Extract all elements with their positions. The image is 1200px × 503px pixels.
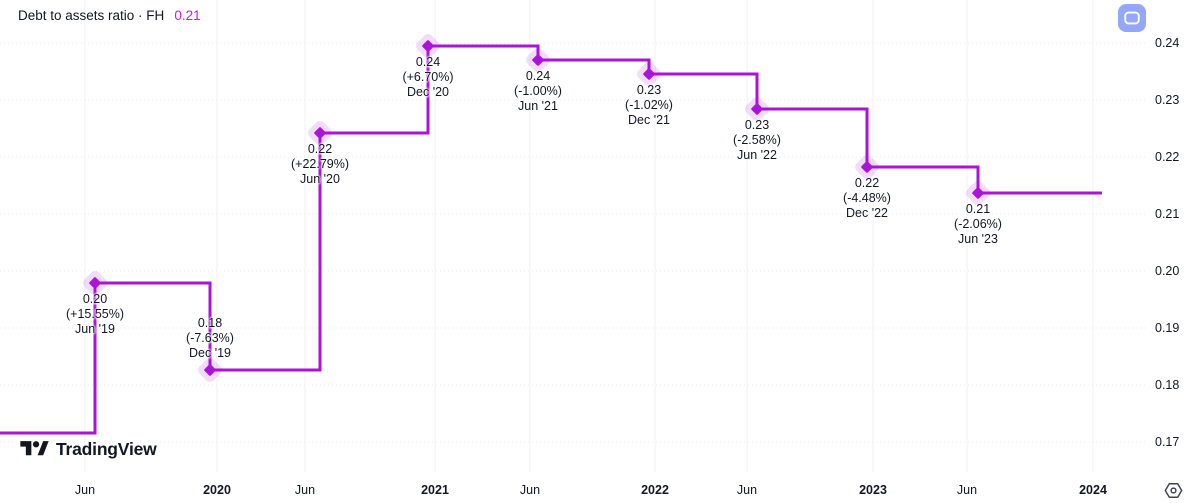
time-axis-label: 2023 bbox=[859, 483, 887, 497]
frame-snapshot-icon bbox=[1124, 11, 1140, 25]
time-axis-label: Jun bbox=[956, 483, 978, 497]
settings-nut-icon bbox=[1164, 482, 1182, 498]
tradingview-logo-text: TradingView bbox=[56, 438, 157, 459]
step-line bbox=[0, 44, 1102, 435]
marker-diamond bbox=[972, 187, 984, 199]
time-axis-label: 2020 bbox=[203, 483, 231, 497]
legend-title: Debt to assets ratio · FH bbox=[18, 8, 165, 23]
axis-settings-button[interactable] bbox=[1161, 478, 1185, 502]
marker-diamond bbox=[422, 40, 434, 52]
time-axis-label: Jun bbox=[294, 483, 316, 497]
price-axis-label: 0.22 bbox=[1155, 150, 1180, 164]
time-axis-label: Jun bbox=[519, 483, 541, 497]
time-axis-label: Jun bbox=[736, 483, 758, 497]
snapshot-button[interactable] bbox=[1118, 4, 1146, 32]
marker-diamond bbox=[314, 127, 326, 139]
time-axis-label: Jun bbox=[74, 483, 96, 497]
price-axis-label: 0.24 bbox=[1155, 36, 1180, 50]
time-axis-label: 2022 bbox=[641, 483, 669, 497]
price-axis[interactable]: 0.24 0.23 0.22 0.21 0.20 0.19 0.18 0.17 bbox=[1150, 0, 1200, 472]
marker-diamond bbox=[204, 364, 216, 376]
marker-diamond bbox=[751, 103, 763, 115]
chart-legend: Debt to assets ratio · FH 0.21 bbox=[18, 8, 201, 23]
marker-diamond bbox=[861, 161, 873, 173]
price-axis-label: 0.19 bbox=[1155, 321, 1180, 335]
time-axis-label: 2024 bbox=[1079, 483, 1107, 497]
time-axis[interactable]: Jun 2020 Jun 2021 Jun 2022 Jun 2023 Jun 2024 bbox=[0, 472, 1200, 503]
price-axis-label: 0.20 bbox=[1155, 264, 1180, 278]
tradingview-logo-icon bbox=[20, 441, 49, 456]
price-axis-label: 0.23 bbox=[1155, 93, 1180, 107]
price-axis-label: 0.17 bbox=[1155, 435, 1180, 449]
marker-diamond bbox=[89, 277, 101, 289]
legend-value: 0.21 bbox=[174, 8, 201, 23]
price-axis-label: 0.18 bbox=[1155, 378, 1180, 392]
time-axis-label: 2021 bbox=[421, 483, 449, 497]
price-axis-label: 0.21 bbox=[1155, 207, 1180, 221]
tradingview-logo[interactable]: TradingView bbox=[20, 438, 157, 460]
marker-diamond bbox=[532, 54, 544, 66]
marker-diamond bbox=[643, 68, 655, 80]
